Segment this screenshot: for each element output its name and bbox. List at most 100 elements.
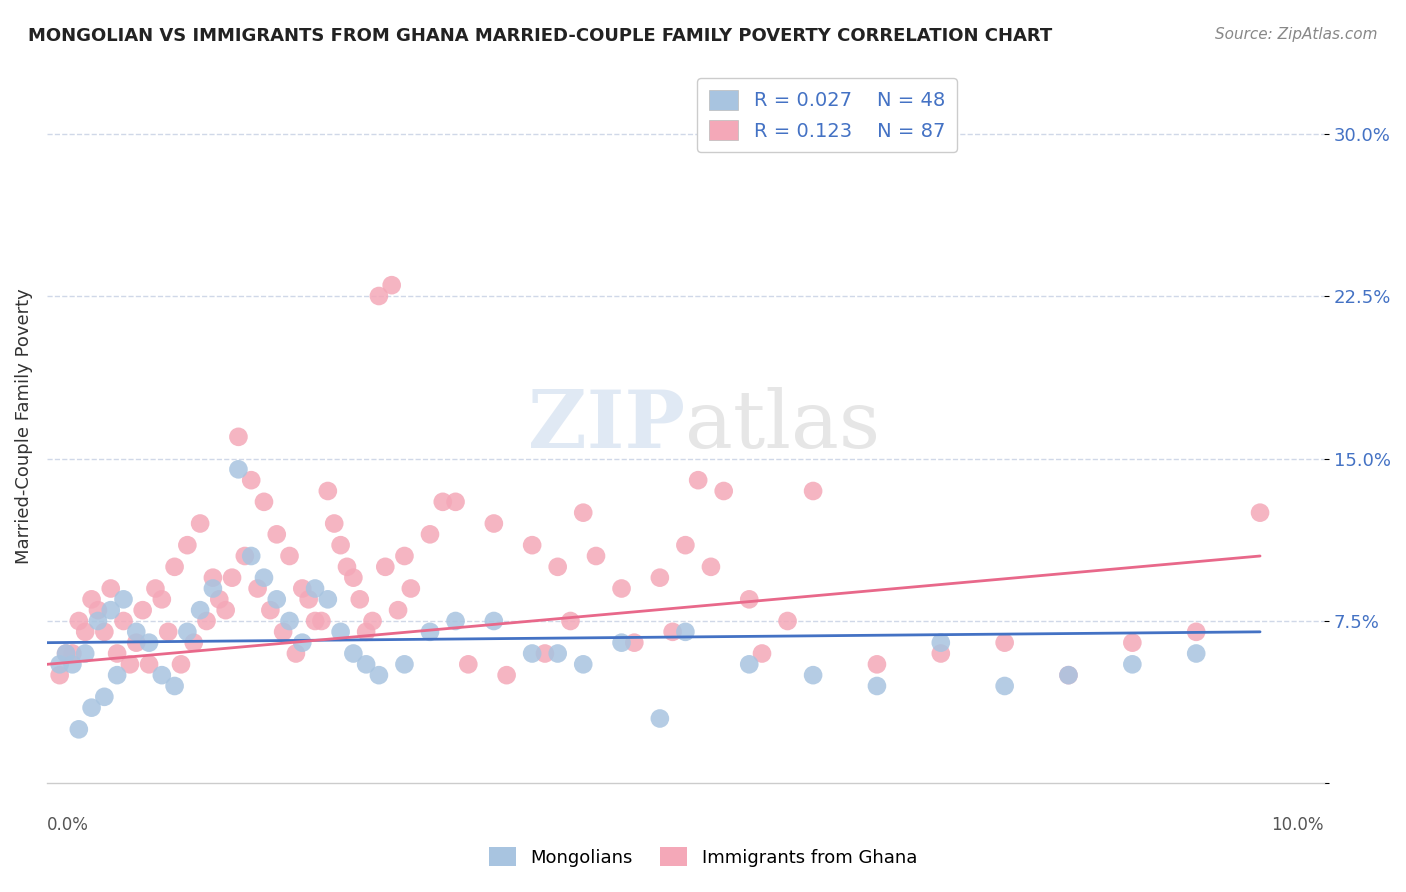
Point	[138, 657, 160, 672]
Point	[233, 549, 256, 563]
Point	[367, 668, 389, 682]
Point	[112, 614, 135, 628]
Point	[188, 603, 211, 617]
Point	[80, 700, 103, 714]
Point	[673, 624, 696, 639]
Point	[354, 657, 377, 672]
Point	[253, 571, 276, 585]
Point	[291, 582, 314, 596]
Point	[738, 657, 761, 672]
Point	[75, 647, 97, 661]
Point	[342, 647, 364, 661]
Point	[1121, 657, 1143, 672]
Point	[495, 668, 517, 682]
Point	[929, 635, 952, 649]
Point	[163, 559, 186, 574]
Point	[381, 278, 404, 293]
Point	[278, 614, 301, 628]
Point	[228, 430, 250, 444]
Point	[648, 571, 671, 585]
Point	[432, 495, 454, 509]
Text: Source: ZipAtlas.com: Source: ZipAtlas.com	[1215, 27, 1378, 42]
Point	[547, 559, 569, 574]
Point	[520, 647, 543, 661]
Point	[1057, 668, 1080, 682]
Point	[738, 592, 761, 607]
Point	[801, 668, 824, 682]
Point	[55, 647, 77, 661]
Point	[284, 647, 307, 661]
Point	[304, 614, 326, 628]
Point	[62, 657, 84, 672]
Point	[93, 624, 115, 639]
Point	[87, 614, 110, 628]
Point	[673, 538, 696, 552]
Point	[361, 614, 384, 628]
Point	[610, 582, 633, 596]
Point	[201, 582, 224, 596]
Point	[801, 483, 824, 498]
Text: ZIP: ZIP	[529, 387, 685, 465]
Point	[48, 657, 70, 672]
Point	[316, 483, 339, 498]
Text: MONGOLIAN VS IMMIGRANTS FROM GHANA MARRIED-COUPLE FAMILY POVERTY CORRELATION CHA: MONGOLIAN VS IMMIGRANTS FROM GHANA MARRI…	[28, 27, 1052, 45]
Point	[271, 624, 294, 639]
Point	[138, 635, 160, 649]
Point	[534, 647, 557, 661]
Point	[112, 592, 135, 607]
Legend: R = 0.027    N = 48, R = 0.123    N = 87: R = 0.027 N = 48, R = 0.123 N = 87	[697, 78, 956, 153]
Point	[150, 668, 173, 682]
Point	[221, 571, 243, 585]
Point	[208, 592, 231, 607]
Point	[1121, 635, 1143, 649]
Point	[266, 592, 288, 607]
Point	[100, 582, 122, 596]
Point	[399, 582, 422, 596]
Point	[700, 559, 723, 574]
Point	[354, 624, 377, 639]
Point	[367, 289, 389, 303]
Point	[80, 592, 103, 607]
Point	[259, 603, 281, 617]
Text: 0.0%: 0.0%	[46, 815, 89, 834]
Point	[482, 516, 505, 531]
Point	[1057, 668, 1080, 682]
Point	[394, 549, 416, 563]
Point	[304, 582, 326, 596]
Point	[374, 559, 396, 574]
Point	[610, 635, 633, 649]
Point	[419, 527, 441, 541]
Point	[323, 516, 346, 531]
Point	[394, 657, 416, 672]
Point	[100, 603, 122, 617]
Point	[105, 668, 128, 682]
Point	[278, 549, 301, 563]
Point	[170, 657, 193, 672]
Point	[648, 711, 671, 725]
Point	[482, 614, 505, 628]
Point	[994, 635, 1017, 649]
Point	[48, 668, 70, 682]
Point	[1185, 624, 1208, 639]
Point	[929, 647, 952, 661]
Point	[713, 483, 735, 498]
Point	[866, 657, 889, 672]
Point	[419, 624, 441, 639]
Point	[520, 538, 543, 552]
Point	[176, 624, 198, 639]
Point	[329, 624, 352, 639]
Point	[93, 690, 115, 704]
Point	[125, 624, 148, 639]
Point	[183, 635, 205, 649]
Point	[866, 679, 889, 693]
Point	[444, 614, 467, 628]
Point	[75, 624, 97, 639]
Point	[688, 473, 710, 487]
Point	[1185, 647, 1208, 661]
Point	[67, 614, 90, 628]
Point	[387, 603, 409, 617]
Point	[336, 559, 359, 574]
Point	[253, 495, 276, 509]
Y-axis label: Married-Couple Family Poverty: Married-Couple Family Poverty	[15, 288, 32, 564]
Point	[1249, 506, 1271, 520]
